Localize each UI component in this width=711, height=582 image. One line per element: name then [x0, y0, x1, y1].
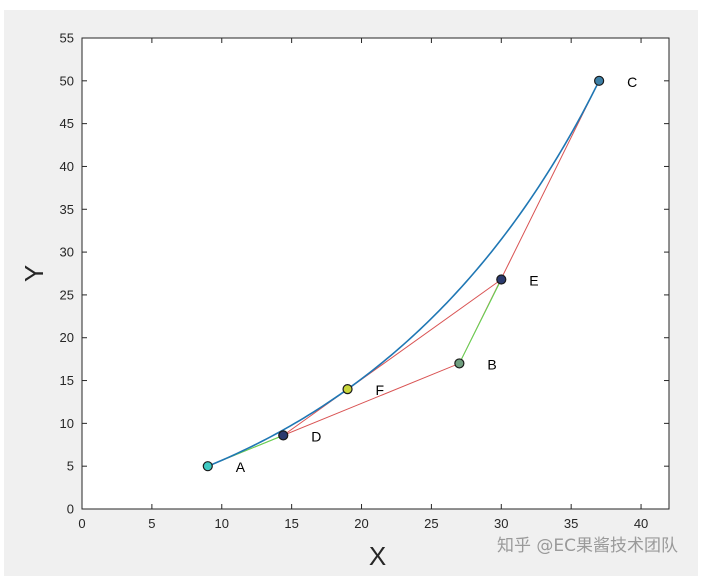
point-label-b: B — [487, 356, 496, 372]
y-tick-label: 20 — [60, 330, 74, 345]
x-axis-label: X — [369, 541, 386, 571]
watermark: 知乎 @EC果酱技术团队 — [497, 536, 678, 556]
y-tick-label: 15 — [60, 373, 74, 388]
point-marker-e — [496, 274, 507, 285]
x-tick-label: 15 — [284, 516, 298, 531]
x-tick-label: 10 — [215, 516, 229, 531]
axis-ticks: 0 5 10 15 20 25 30 35 40 0 5 10 15 20 25 30 35 40 45 50 55 — [60, 31, 669, 531]
point-marker-c — [594, 75, 605, 86]
y-tick-label: 45 — [60, 116, 74, 131]
point-label-d: D — [311, 428, 321, 444]
axes-background — [81, 37, 670, 510]
y-tick-label: 35 — [60, 202, 74, 217]
y-tick-label: 10 — [60, 416, 74, 431]
x-tick-label: 20 — [354, 516, 368, 531]
y-tick-label: 30 — [60, 245, 74, 260]
y-tick-label: 55 — [60, 31, 74, 46]
point-marker-b — [454, 358, 465, 369]
y-tick-label: 50 — [60, 73, 74, 88]
point-labels: A D F B E C — [236, 74, 637, 475]
x-tick-label: 40 — [634, 516, 648, 531]
y-axis-label: Y — [19, 265, 49, 282]
chart-markers — [202, 75, 605, 472]
point-marker-f — [342, 384, 353, 395]
point-label-e: E — [529, 272, 538, 288]
x-tick-label: 35 — [564, 516, 578, 531]
red-polyline — [282, 279, 502, 436]
y-tick-label: 25 — [60, 287, 74, 302]
point-label-c: C — [627, 74, 637, 90]
point-label-a: A — [236, 459, 246, 475]
x-tick-label: 5 — [148, 516, 155, 531]
bezier-curve — [207, 80, 600, 467]
y-tick-label: 5 — [67, 459, 74, 474]
x-tick-label: 0 — [78, 516, 85, 531]
plot-area — [81, 37, 670, 510]
y-tick-label: 40 — [60, 159, 74, 174]
green-segment — [458, 279, 502, 364]
point-marker-d — [278, 430, 289, 441]
chart-svg: 0 5 10 15 20 25 30 35 40 0 5 10 15 20 25 30 35 40 45 50 55 A… — [19, 31, 678, 572]
y-tick-label: 0 — [67, 502, 74, 517]
point-label-f: F — [376, 382, 385, 398]
x-tick-label: 30 — [494, 516, 508, 531]
point-marker-a — [202, 461, 213, 472]
figure-window: 0 5 10 15 20 25 30 35 40 0 5 10 15 20 25 30 35 40 45 50 55 A… — [4, 10, 698, 576]
x-tick-label: 25 — [424, 516, 438, 531]
